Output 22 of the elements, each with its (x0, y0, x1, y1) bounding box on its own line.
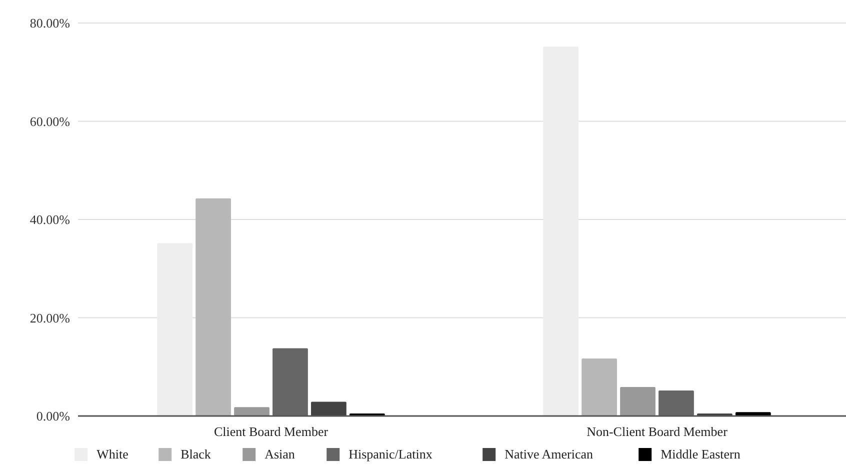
bar (272, 348, 308, 416)
bar (196, 198, 231, 416)
legend-label: White (96, 446, 129, 462)
legend-label: Native American (504, 446, 594, 462)
x-tick-label: Client Board Member (214, 424, 329, 439)
y-tick-label: 60.00% (30, 114, 70, 129)
y-tick-label: 80.00% (30, 16, 70, 31)
y-tick-label: 0.00% (36, 408, 70, 424)
legend-label: Hispanic/Latinx (348, 446, 433, 462)
bar (234, 407, 270, 416)
bar (620, 387, 656, 416)
bar (543, 46, 579, 416)
y-tick-label: 20.00% (30, 310, 70, 326)
bar (658, 390, 694, 416)
legend-label: Asian (264, 446, 296, 462)
bar (157, 243, 193, 416)
x-tick-label: Non-Client Board Member (586, 424, 728, 439)
y-tick-label: 40.00% (30, 212, 70, 228)
legend-label: Middle Eastern (660, 446, 741, 462)
bar (582, 358, 617, 416)
legend-label: Black (180, 446, 212, 462)
bar (311, 402, 346, 416)
